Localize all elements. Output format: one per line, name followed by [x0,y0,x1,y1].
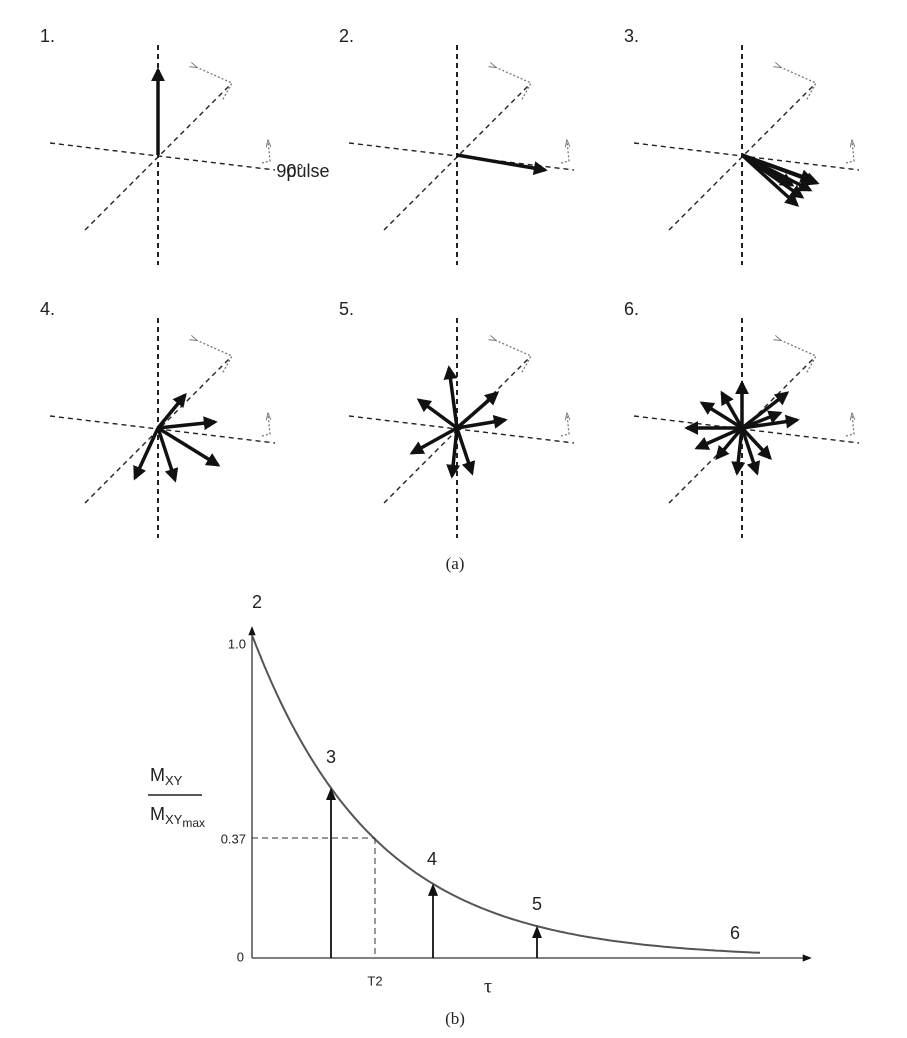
pulse-text: pulse [286,161,329,181]
magnetization-vector [135,428,158,478]
step-label: 1. [40,26,55,46]
y-tick-label: 0.37 [221,831,246,846]
rotation-arrow [561,141,569,163]
rotation-arrow [495,340,531,374]
step-label: 5. [339,299,354,319]
magnetization-vector [449,368,457,428]
point-label: 3 [326,747,336,767]
magnetization-vector [419,400,457,428]
y-main: M [150,804,165,824]
y-main: M [150,765,165,785]
rotation-arrow [196,67,232,101]
step-label: 6. [624,299,639,319]
magnetization-vector [412,428,457,453]
rotation-arrow [196,340,232,374]
y-subsub: max [182,816,205,830]
y-numerator: MXY [150,765,183,789]
panel-a: 1. 2. 3. 4. 5. 6. [40,26,859,538]
panel-b: 2 3 4 5 6 1.0 0.37 0 T2 τ MXY MXYmax (b) [148,592,810,1028]
point-label: 4 [427,849,437,869]
decay-curve [252,635,760,953]
x-marker-label: T2 [367,973,382,988]
magnetization-vector [457,428,472,473]
rotation-arrow [780,67,816,101]
rotation-arrow [262,414,270,436]
point-label: 6 [730,923,740,943]
rotation-arrow [495,67,531,101]
y-sub: XY [165,812,183,827]
step-label: 3. [624,26,639,46]
point-label: 2 [252,592,262,612]
point-label: 5 [532,894,542,914]
rotation-arrow [846,141,854,163]
x-axis-label: τ [484,976,492,998]
magnetization-vector [158,395,185,428]
step-label: 4. [40,299,55,319]
rotation-arrow [846,414,854,436]
magnitude-arrows [331,790,537,958]
figure: 1.2.3.4.5.6. 90° pulse (a) 2 3 4 5 6 1.0… [0,0,907,1033]
y-denominator: MXYmax [150,804,205,830]
axis-y [50,143,275,170]
page: 1.2.3.4.5.6. 90° pulse (a) 2 3 4 5 6 1.0… [0,0,907,1038]
magnetization-vector [452,428,457,476]
rotation-arrow [561,414,569,436]
y-sub: XY [165,773,183,788]
magnetization-vector [158,422,215,428]
panel-label: (b) [445,1009,465,1028]
step-label: 2. [339,26,354,46]
magnetization-vector [457,155,545,170]
rotation-arrow [780,340,816,374]
y-tick-label: 0 [237,949,244,964]
rotation-arrow [262,141,270,163]
panel-label: (a) [446,554,465,573]
y-tick-label: 1.0 [228,636,246,651]
